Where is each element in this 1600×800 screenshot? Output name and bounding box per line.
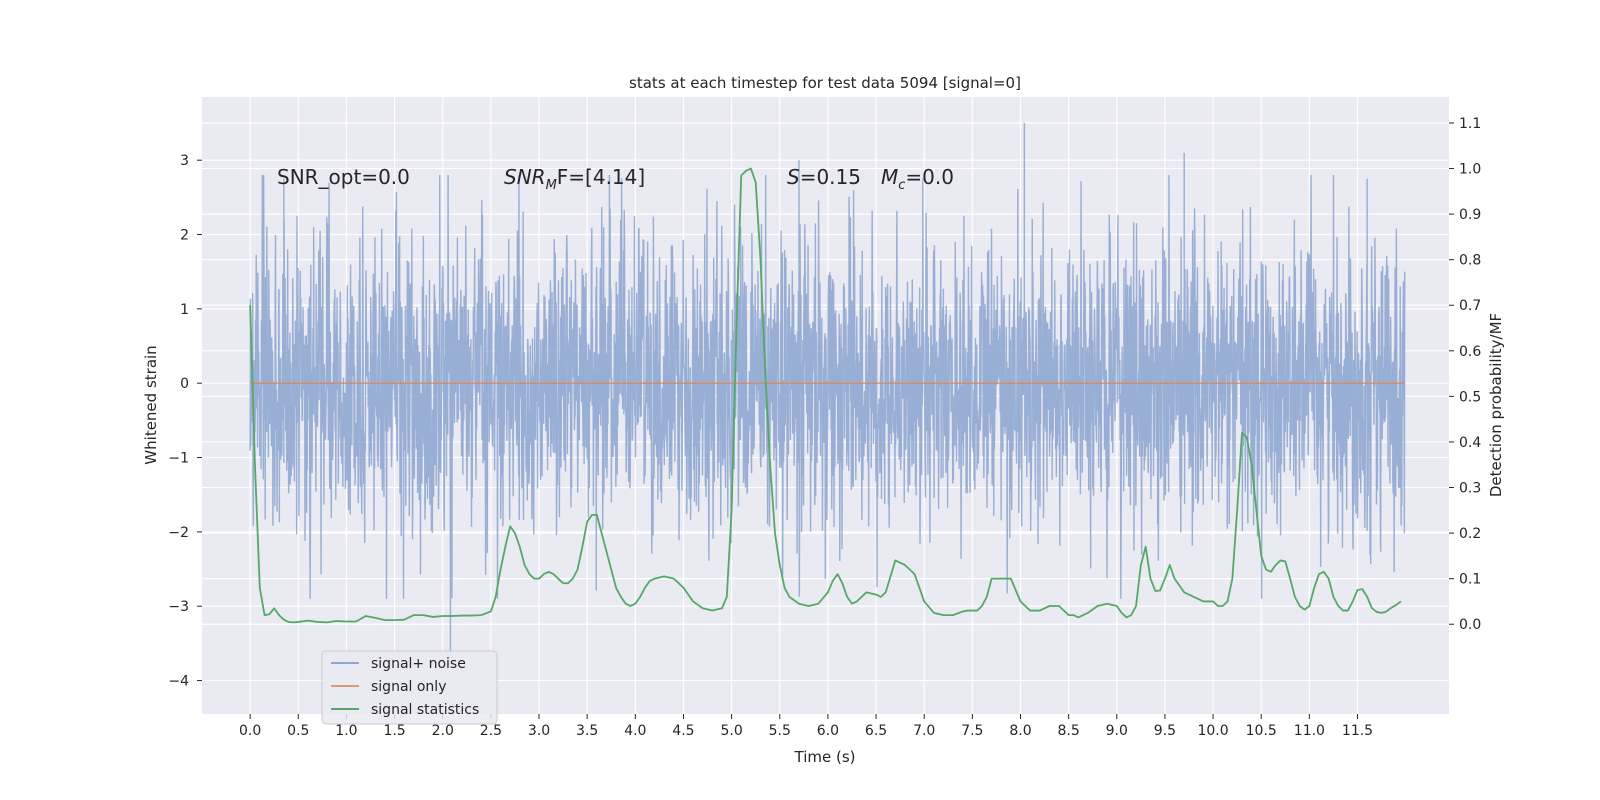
y-left-tick-label: −1 xyxy=(168,451,189,467)
annotation-s: S=0.15 xyxy=(787,165,861,189)
signal-plus-noise-line xyxy=(249,123,1406,655)
annotation-s-rest: =0.15 xyxy=(800,165,861,189)
plot-contents xyxy=(249,123,1406,655)
x-tick-label: 10.0 xyxy=(1197,723,1228,739)
x-tick-label: 8.5 xyxy=(1058,723,1080,739)
y-left-axis-label: Whitened strain xyxy=(142,345,160,464)
annotation-snr-mf-main: SNR xyxy=(504,165,546,189)
y-right-tick-label: 0.7 xyxy=(1459,298,1481,314)
annotation-snr-mf-sub: M xyxy=(546,178,557,193)
x-tick-label: 1.0 xyxy=(335,723,357,739)
x-tick-label: 11.0 xyxy=(1294,723,1325,739)
y-right-tick-label: 0.3 xyxy=(1459,481,1481,497)
legend-label-signal-statistics: signal statistics xyxy=(371,702,479,718)
annotation-mc-main: M xyxy=(881,165,898,189)
y-right-tick-label: 0.6 xyxy=(1459,344,1481,360)
y-right-tick-label: 0.4 xyxy=(1459,435,1481,451)
y-left-axis-ticks: 3 2 1 0 −1 −2 −3 −4 xyxy=(168,153,202,690)
y-right-tick-label: 0.8 xyxy=(1459,253,1481,269)
x-axis-label: Time (s) xyxy=(794,748,856,766)
y-left-tick-label: 2 xyxy=(180,228,189,244)
y-right-tick-label: 0.0 xyxy=(1459,617,1481,633)
y-left-tick-label: −3 xyxy=(168,599,189,615)
annotation-snr-mf: SNRMF=[4.14] xyxy=(504,165,645,193)
y-right-tick-label: 0.1 xyxy=(1459,572,1481,588)
x-tick-label: 3.5 xyxy=(576,723,598,739)
series-signal-plus-noise xyxy=(249,123,1406,655)
annotation-snr-mf-rest: F=[4.14] xyxy=(557,165,645,189)
x-tick-label: 10.5 xyxy=(1246,723,1277,739)
annotation-snr-opt: SNR_opt=0.0 xyxy=(277,165,410,189)
y-right-axis-ticks: 1.1 1.0 0.9 0.8 0.7 0.6 0.5 0.4 0.3 0.2 0.1 0.0 xyxy=(1449,116,1481,633)
x-tick-label: 9.0 xyxy=(1106,723,1128,739)
x-tick-label: 2.0 xyxy=(432,723,454,739)
y-left-tick-label: 1 xyxy=(180,302,189,318)
y-left-tick-label: 0 xyxy=(180,376,189,392)
y-right-tick-label: 0.9 xyxy=(1459,207,1481,223)
legend-box xyxy=(321,650,498,725)
x-tick-label: 2.5 xyxy=(480,723,502,739)
x-tick-label: 6.0 xyxy=(817,723,839,739)
x-tick-label: 3.0 xyxy=(528,723,550,739)
y-left-tick-label: −2 xyxy=(168,525,189,541)
x-tick-label: 4.0 xyxy=(624,723,646,739)
x-tick-label: 6.5 xyxy=(865,723,887,739)
y-right-tick-label: 1.0 xyxy=(1459,162,1481,178)
x-tick-label: 7.5 xyxy=(961,723,983,739)
x-tick-label: 9.5 xyxy=(1154,723,1176,739)
y-right-tick-label: 1.1 xyxy=(1459,116,1481,132)
x-tick-label: 7.0 xyxy=(913,723,935,739)
y-right-axis-label: Detection probability/MF xyxy=(1487,313,1505,497)
series-signal-statistics xyxy=(249,167,1402,624)
y-right-tick-label: 0.2 xyxy=(1459,526,1481,542)
x-tick-label: 0.5 xyxy=(287,723,309,739)
y-left-tick-label: 3 xyxy=(180,153,189,169)
signal-statistics-line xyxy=(249,167,1402,624)
legend-label-signal-plus-noise: signal+ noise xyxy=(371,656,466,672)
x-tick-label: 1.5 xyxy=(383,723,405,739)
legend: signal+ noise signal only signal statist… xyxy=(321,650,498,725)
annotation-mc: Mc=0.0 xyxy=(881,165,954,193)
x-axis-ticks: 0.0 0.5 1.0 1.5 2.0 2.5 3.0 3.5 4.0 4.5 5.0 5.5 6.0 6… xyxy=(239,714,1373,739)
annotation-mc-sub: c xyxy=(898,178,905,193)
x-tick-label: 11.5 xyxy=(1342,723,1373,739)
x-tick-label: 5.5 xyxy=(769,723,791,739)
annotation-mc-rest: =0.0 xyxy=(905,165,954,189)
y-left-tick-label: −4 xyxy=(168,674,189,690)
x-tick-label: 5.0 xyxy=(720,723,742,739)
x-tick-label: 0.0 xyxy=(239,723,261,739)
legend-label-signal-only: signal only xyxy=(371,679,446,695)
x-tick-label: 4.5 xyxy=(672,723,694,739)
x-tick-label: 8.0 xyxy=(1009,723,1031,739)
annotation-s-main: S xyxy=(787,165,800,189)
chart-title: stats at each timestep for test data 509… xyxy=(629,74,1021,92)
y-right-tick-label: 0.5 xyxy=(1459,389,1481,405)
